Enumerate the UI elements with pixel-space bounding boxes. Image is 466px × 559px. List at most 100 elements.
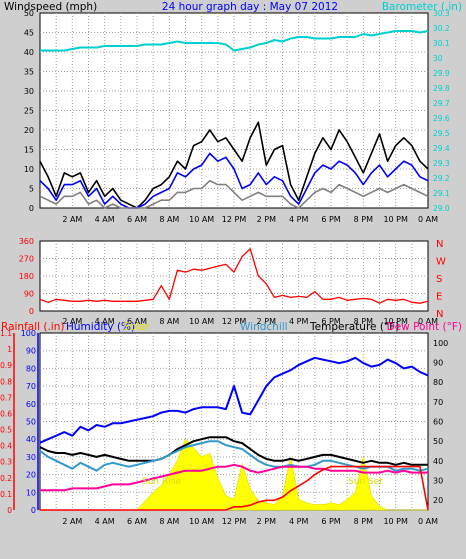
humidity-y-tick: 20 <box>26 471 36 480</box>
legend-solar: Solar <box>123 321 150 333</box>
rain-y-tick: 0.4 <box>0 442 12 451</box>
compass-label: E <box>436 292 442 303</box>
x-tick-label: 10 PM <box>383 215 408 224</box>
x-tick-label: 2 AM <box>62 317 82 326</box>
temperature-y-tick: 50 <box>433 437 443 446</box>
temperature-y-tick: 90 <box>433 359 443 368</box>
humidity-y-tick: 80 <box>26 364 36 373</box>
legend-windchill: Windchill <box>240 321 288 333</box>
series-humidity- <box>39 356 429 444</box>
rain-y-tick: 0.6 <box>0 409 12 418</box>
temperature-y-tick: 70 <box>433 398 443 407</box>
x-tick-label: 2 AM <box>62 517 82 526</box>
x-tick-label: 4 PM <box>289 517 308 526</box>
rain-y-tick: 0.9 <box>0 361 12 370</box>
compass-label: N <box>436 239 443 250</box>
x-tick-label: 10 AM <box>189 317 214 326</box>
x-tick-label: 6 AM <box>127 517 147 526</box>
temperature-y-tick: 60 <box>433 418 443 427</box>
barometer-y-tick: 30.2 <box>433 24 450 33</box>
humidity-y-tick: 100 <box>21 329 36 338</box>
x-tick-label: 6 PM <box>321 517 340 526</box>
barometer-y-tick: 30.3 <box>433 9 450 18</box>
rain-y-tick: 0 <box>7 506 12 515</box>
rain-y-tick: 0.8 <box>0 377 12 386</box>
x-tick-label: 8 PM <box>354 517 373 526</box>
legend-rainfall: Rainfall (.in) <box>1 321 64 333</box>
conditions-series <box>39 356 429 511</box>
barometer-y-tick: 30 <box>433 54 443 63</box>
series-windchill <box>39 440 429 472</box>
x-tick-label: 8 AM <box>159 215 179 224</box>
rain-y-tick: 0.1 <box>0 490 12 499</box>
x-tick-label: 10 PM <box>383 317 408 326</box>
wind-y-tick: 20 <box>24 126 34 135</box>
rain-y-tick: 1 <box>7 345 12 354</box>
temperature-y-tick: 100 <box>433 339 448 348</box>
wind-y-tick: 40 <box>24 48 34 57</box>
x-tick-label: 4 AM <box>95 215 115 224</box>
barometer-y-tick: 29.1 <box>433 189 450 198</box>
temperature-y-tick: 20 <box>433 496 443 505</box>
series-wind-direction <box>39 248 429 304</box>
legend-humidity: Humidity (%) <box>66 321 135 333</box>
x-tick-label: 12 PM <box>222 317 247 326</box>
direction-series <box>39 248 429 304</box>
series-barometer <box>40 30 429 52</box>
compass-label: S <box>436 274 442 285</box>
temperature-y-tick: 80 <box>433 378 443 387</box>
direction-y-tick: 90 <box>24 290 34 299</box>
sunset-label: Sun Set <box>348 477 383 487</box>
temperature-y-tick: 30 <box>433 477 443 486</box>
x-tick-label: 8 AM <box>159 317 179 326</box>
barometer-y-tick: 29.2 <box>433 174 450 183</box>
x-tick-label: 4 AM <box>95 517 115 526</box>
series-dew-point-f- <box>40 463 428 492</box>
wind-y-tick: 50 <box>24 9 34 18</box>
x-tick-label: 2 PM <box>257 215 276 224</box>
windspeed-axis-label: Windspeed (mph) <box>4 1 97 13</box>
wind-series <box>39 30 429 209</box>
x-tick-label: 12 PM <box>222 517 247 526</box>
wind-y-tick: 15 <box>24 146 34 155</box>
x-tick-label: 0 AM <box>418 317 438 326</box>
x-tick-label: 8 PM <box>354 317 373 326</box>
humidity-y-tick: 90 <box>26 347 36 356</box>
temperature-y-tick: 40 <box>433 457 443 466</box>
barometer-y-tick: 30.1 <box>433 39 450 48</box>
direction-y-tick: 270 <box>19 255 34 264</box>
x-tick-label: 2 PM <box>257 517 276 526</box>
direction-y-tick: 360 <box>19 237 34 246</box>
x-tick-label: 6 PM <box>321 215 340 224</box>
x-tick-label: 10 PM <box>383 517 408 526</box>
humidity-y-tick: 0 <box>31 506 36 515</box>
x-tick-label: 4 PM <box>289 317 308 326</box>
series-low <box>39 179 429 209</box>
sunrise-label: Sun Rise <box>142 477 181 487</box>
rain-y-tick: 1.1 <box>0 329 12 338</box>
wind-panel-ticks: 0 5 10 15 20 25 30 35 40 45 50 29.0 29.1 29.2 29.3 29.4… <box>24 9 450 224</box>
barometer-y-tick: 29.3 <box>433 159 450 168</box>
wind-y-tick: 25 <box>24 107 34 116</box>
rain-y-tick: 0.2 <box>0 474 12 483</box>
wind-y-tick: 0 <box>29 204 34 213</box>
barometer-axis-label: Barometer (.in) <box>382 1 462 13</box>
direction-y-tick: 0 <box>29 307 34 316</box>
barometer-y-tick: 29.8 <box>433 84 450 93</box>
x-tick-label: 12 PM <box>222 215 247 224</box>
x-tick-label: 10 AM <box>189 517 214 526</box>
direction-panel <box>39 240 429 312</box>
barometer-y-tick: 29.6 <box>433 114 450 123</box>
series-gust <box>39 121 429 209</box>
x-tick-label: 6 PM <box>321 317 340 326</box>
graph-title: 24 hour graph day : May 07 2012 <box>162 1 338 13</box>
rain-y-tick: 0.3 <box>0 458 12 467</box>
series-temperature-f- <box>39 436 428 466</box>
wind-y-tick: 5 <box>29 185 34 194</box>
x-tick-label: 0 AM <box>418 517 438 526</box>
humidity-y-tick: 70 <box>26 382 36 391</box>
compass-label: N <box>436 309 443 320</box>
